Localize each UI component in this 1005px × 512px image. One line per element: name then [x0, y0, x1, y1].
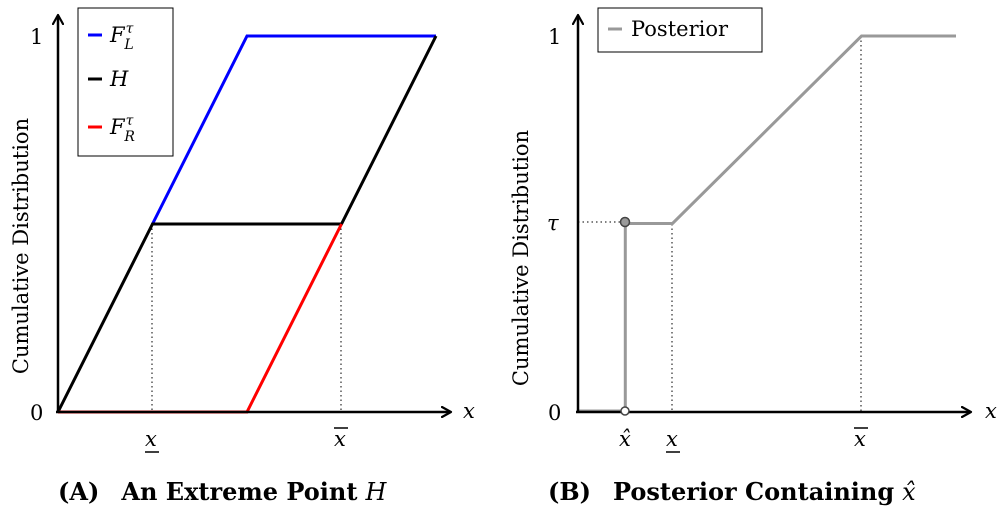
legend-a: Fτ L H Fτ R [77, 7, 174, 157]
xtick-xlow-b: x [666, 427, 678, 451]
ytick-0-b: 0 [548, 401, 561, 425]
legend-box-b [597, 7, 763, 53]
legend-box-a [77, 7, 174, 157]
series-posterior [578, 34, 956, 413]
xhat-filled-marker [619, 216, 631, 228]
legend-label-FL: Fτ L [109, 21, 134, 53]
ytick-1-a: 1 [30, 25, 43, 49]
series-H [56, 35, 438, 413]
xlabel-b: x [985, 399, 997, 423]
legend-b: Posterior [597, 7, 763, 53]
ytick-1-b: 1 [548, 25, 561, 49]
legend-label-posterior: Posterior [631, 17, 729, 41]
legend-label-H: H [109, 67, 129, 91]
panel-b: 0 τ 1 x x̂ x x Cumulative Distribution P… [509, 7, 997, 506]
panel-a: 0 1 x x x Cumulative Distribution Fτ L H … [9, 7, 475, 506]
xtick-xhat-b: x̂ [619, 427, 631, 451]
series-FL [151, 34, 436, 225]
xtick-xlow-a: x [145, 427, 157, 451]
caption-b: (B) Posterior Containing x̂ [548, 477, 916, 506]
series-FR [58, 223, 343, 414]
ylabel-b: Cumulative Distribution [509, 130, 533, 386]
ytick-tau-b: τ [547, 211, 559, 235]
caption-a: (A) An Extreme Point H [58, 477, 387, 506]
xhat-open-marker [620, 406, 630, 416]
ylabel-a: Cumulative Distribution [9, 118, 33, 374]
xlabel-a: x [463, 399, 475, 423]
legend-label-FR: Fτ R [109, 113, 135, 145]
ytick-0-a: 0 [30, 401, 43, 425]
xtick-xhigh-a: x [334, 427, 346, 451]
xtick-xhigh-b: x [854, 427, 866, 451]
